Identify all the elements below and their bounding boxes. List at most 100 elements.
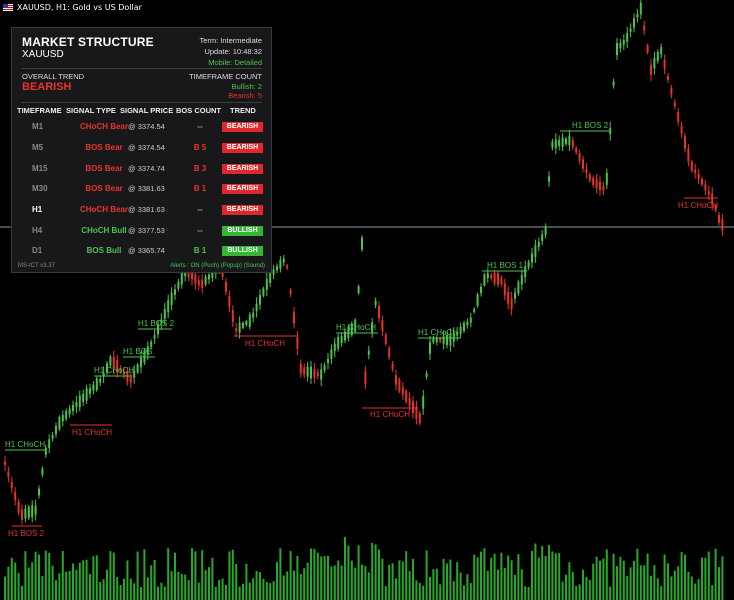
candle-body — [520, 275, 523, 285]
volume-bar — [459, 572, 462, 600]
volume-bar — [248, 582, 251, 600]
volume-bar — [650, 575, 652, 600]
candle-body — [330, 349, 333, 359]
candle-body — [469, 317, 472, 323]
volume-bar — [238, 586, 241, 600]
candle-body — [106, 363, 108, 373]
volume-bar — [704, 557, 707, 600]
volume-bar — [694, 583, 697, 600]
candle-body — [242, 323, 244, 328]
signal-cell: CHoCH Bear — [79, 205, 128, 214]
candle-body — [303, 367, 306, 375]
volume-bar — [306, 562, 309, 600]
volume-bar — [129, 578, 132, 600]
volume-bar — [85, 559, 88, 600]
candle-body — [456, 331, 459, 336]
volume-bar — [446, 563, 448, 600]
candle-body — [75, 401, 78, 408]
volume-bar — [398, 560, 401, 600]
chart-title: XAUUSD, H1: Gold vs US Dollar — [17, 2, 142, 12]
volume-bar — [293, 570, 295, 600]
candle-body — [663, 60, 666, 69]
structure-lines — [5, 130, 718, 527]
volume-bar — [371, 542, 374, 600]
timeframe-cell: M1 — [32, 122, 44, 131]
candle-body — [395, 375, 397, 385]
candle-body — [344, 331, 346, 341]
volume-bar — [276, 562, 278, 600]
volume-bar — [432, 569, 435, 600]
candle-body — [656, 51, 659, 62]
candle-body — [476, 294, 479, 307]
candle-body — [129, 377, 132, 383]
bos-cell: -- — [197, 122, 203, 131]
volume-bar — [316, 552, 319, 600]
candle-body — [510, 298, 513, 309]
candle-body — [653, 57, 656, 69]
volume-bar — [361, 564, 363, 600]
volume-bar — [78, 562, 81, 600]
volume-bar — [34, 551, 37, 600]
volume-bar — [537, 557, 540, 600]
volume-bar — [231, 549, 234, 600]
candle-body — [605, 172, 608, 185]
volume-bar — [507, 555, 510, 600]
volume-bar — [575, 585, 578, 600]
candle-body — [197, 280, 200, 286]
volume-bar — [595, 556, 598, 600]
candle-body — [588, 174, 591, 181]
volume-bar — [204, 570, 207, 600]
candle-body — [381, 320, 384, 331]
volume-bar — [616, 566, 618, 600]
price-cell: @ 3365.74 — [128, 246, 165, 255]
candle-body — [551, 141, 554, 148]
candle-body — [24, 508, 27, 519]
volume-bar — [167, 548, 170, 600]
candle-body — [602, 186, 605, 191]
volume-bar — [442, 558, 445, 600]
candle-body — [119, 368, 122, 372]
volume-bar — [14, 562, 17, 600]
volume-bar — [279, 548, 282, 600]
candle-body — [27, 506, 30, 518]
volume-bar — [524, 586, 527, 600]
candle-body — [238, 322, 241, 333]
volume-bar — [588, 579, 591, 600]
volume-bar — [150, 565, 153, 600]
volume-bar — [38, 554, 40, 600]
candle-body — [697, 173, 700, 180]
candle-body — [721, 219, 724, 231]
volume-bar — [418, 582, 421, 600]
volume-bar — [4, 576, 6, 600]
candle-body — [561, 137, 564, 147]
candle-body — [55, 425, 57, 435]
candle-body — [310, 366, 312, 379]
table-row: M15 BOS Bear @ 3374.74 B 3 BEARISH — [12, 164, 271, 182]
volume-bar — [24, 551, 27, 600]
candle-body — [687, 148, 690, 162]
candle-body — [109, 356, 112, 366]
candle-body — [282, 258, 285, 263]
volume-bar — [656, 578, 659, 600]
volume-bar — [609, 586, 612, 600]
candle-body — [534, 245, 537, 257]
overall-trend-label: OVERALL TREND — [22, 72, 85, 81]
candle-body — [235, 328, 238, 332]
candle-body — [694, 169, 697, 173]
indicator-version: MS-ICT v3.37 — [18, 263, 55, 269]
volume-bar — [163, 586, 166, 600]
candle-body — [269, 270, 272, 283]
volume-bar — [157, 586, 159, 600]
candle-body — [571, 140, 574, 148]
candle-body — [44, 447, 47, 455]
price-cell: @ 3381.63 — [128, 205, 165, 214]
volume-bar — [282, 575, 285, 600]
volume-bar — [626, 575, 629, 600]
candle-body — [524, 266, 527, 278]
volume-bar — [17, 573, 20, 600]
volume-bar — [7, 566, 10, 600]
volume-bar — [473, 554, 476, 600]
volume-bar — [636, 548, 639, 600]
alerts-status: Alerts : ON (Push) (Popup) (Sound) — [170, 263, 265, 269]
